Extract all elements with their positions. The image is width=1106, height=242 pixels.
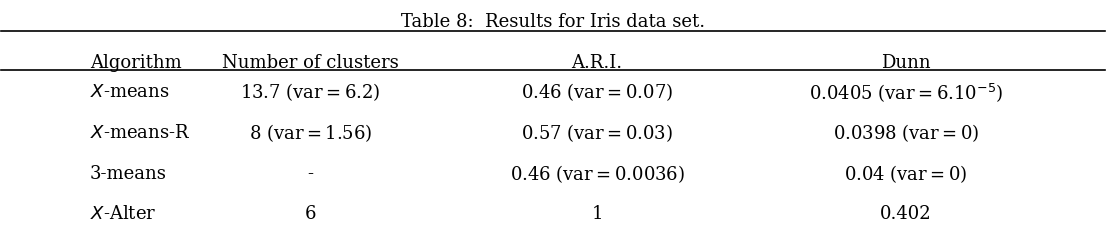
- Text: Table 8:  Results for Iris data set.: Table 8: Results for Iris data set.: [401, 13, 705, 31]
- Text: 6: 6: [304, 205, 316, 223]
- Text: 0.57 (var$=$0.03): 0.57 (var$=$0.03): [521, 122, 674, 144]
- Text: Algorithm: Algorithm: [90, 54, 181, 72]
- Text: $X$-means-R: $X$-means-R: [90, 124, 190, 142]
- Text: 0.0398 (var$=$0): 0.0398 (var$=$0): [833, 122, 979, 144]
- Text: 13.7 (var$=$6.2): 13.7 (var$=$6.2): [240, 81, 380, 103]
- Text: 1: 1: [592, 205, 603, 223]
- Text: -: -: [307, 165, 313, 183]
- Text: 0.04 (var$=$0): 0.04 (var$=$0): [844, 163, 968, 185]
- Text: A.R.I.: A.R.I.: [572, 54, 623, 72]
- Text: 0.402: 0.402: [880, 205, 932, 223]
- Text: Dunn: Dunn: [881, 54, 931, 72]
- Text: 0.46 (var$=$0.07): 0.46 (var$=$0.07): [521, 81, 674, 103]
- Text: $X$-Alter: $X$-Alter: [90, 205, 156, 223]
- Text: 8 (var$=$1.56): 8 (var$=$1.56): [249, 122, 372, 144]
- Text: Number of clusters: Number of clusters: [222, 54, 398, 72]
- Text: 0.46 (var$=$0.0036): 0.46 (var$=$0.0036): [510, 163, 685, 185]
- Text: $X$-means: $X$-means: [90, 83, 169, 101]
- Text: 0.0405 (var$=$6.10$^{-5}$): 0.0405 (var$=$6.10$^{-5}$): [808, 81, 1003, 104]
- Text: 3-means: 3-means: [90, 165, 167, 183]
